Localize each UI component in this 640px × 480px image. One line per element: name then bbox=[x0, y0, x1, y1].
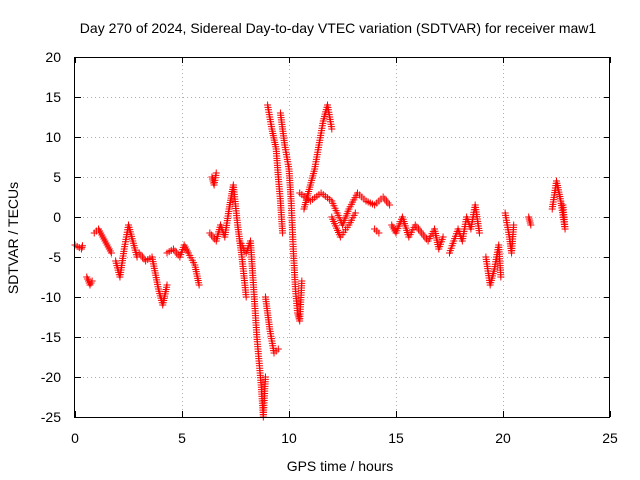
data-point bbox=[510, 221, 518, 229]
data-point bbox=[497, 273, 505, 281]
x-tick-label: 10 bbox=[281, 430, 297, 446]
plot-frame bbox=[74, 57, 610, 418]
data-point bbox=[77, 245, 85, 253]
y-tick-label: 0 bbox=[53, 209, 61, 225]
data-point bbox=[439, 233, 447, 241]
data-point bbox=[78, 243, 86, 251]
y-tick-label: 15 bbox=[45, 89, 61, 105]
y-tick-label: 10 bbox=[45, 129, 61, 145]
x-tick-label: 0 bbox=[71, 430, 79, 446]
x-axis-label: GPS time / hours bbox=[287, 458, 394, 474]
x-tick-label: 20 bbox=[495, 430, 511, 446]
data-point bbox=[107, 249, 115, 257]
data-point bbox=[163, 281, 171, 289]
data-points bbox=[71, 101, 569, 421]
y-tick-label: -25 bbox=[41, 409, 61, 425]
y-tick-label: -10 bbox=[41, 289, 61, 305]
data-point bbox=[279, 229, 287, 237]
y-axis-label: SDTVAR / TECUs bbox=[5, 182, 21, 294]
data-point bbox=[527, 221, 535, 229]
x-tick-label: 15 bbox=[388, 430, 404, 446]
data-point bbox=[88, 277, 96, 285]
data-point bbox=[328, 125, 336, 133]
data-point bbox=[298, 277, 306, 285]
data-point bbox=[78, 242, 86, 250]
data-point bbox=[475, 229, 483, 237]
data-point bbox=[242, 293, 250, 301]
x-tick-label: 25 bbox=[602, 430, 618, 446]
y-tick-label: -5 bbox=[49, 249, 62, 265]
y-tick-label: 5 bbox=[53, 169, 61, 185]
x-tick-label: 5 bbox=[178, 430, 186, 446]
chart-title: Day 270 of 2024, Sidereal Day-to-day VTE… bbox=[80, 20, 597, 36]
data-point bbox=[212, 169, 220, 177]
data-point bbox=[386, 201, 394, 209]
data-point bbox=[375, 229, 383, 237]
y-axis-ticks: -25 -20 -15 -10 -5 0 5 10 15 20 bbox=[41, 49, 610, 425]
data-point bbox=[559, 201, 567, 209]
data-point bbox=[351, 209, 359, 217]
x-axis-ticks: 0 5 10 15 20 25 bbox=[71, 57, 618, 446]
y-tick-label: -15 bbox=[41, 329, 61, 345]
data-point bbox=[195, 281, 203, 289]
data-point bbox=[261, 373, 269, 381]
grid-lines bbox=[75, 57, 610, 417]
y-tick-label: -20 bbox=[41, 369, 61, 385]
y-tick-label: 20 bbox=[45, 49, 61, 65]
data-point bbox=[274, 345, 282, 353]
